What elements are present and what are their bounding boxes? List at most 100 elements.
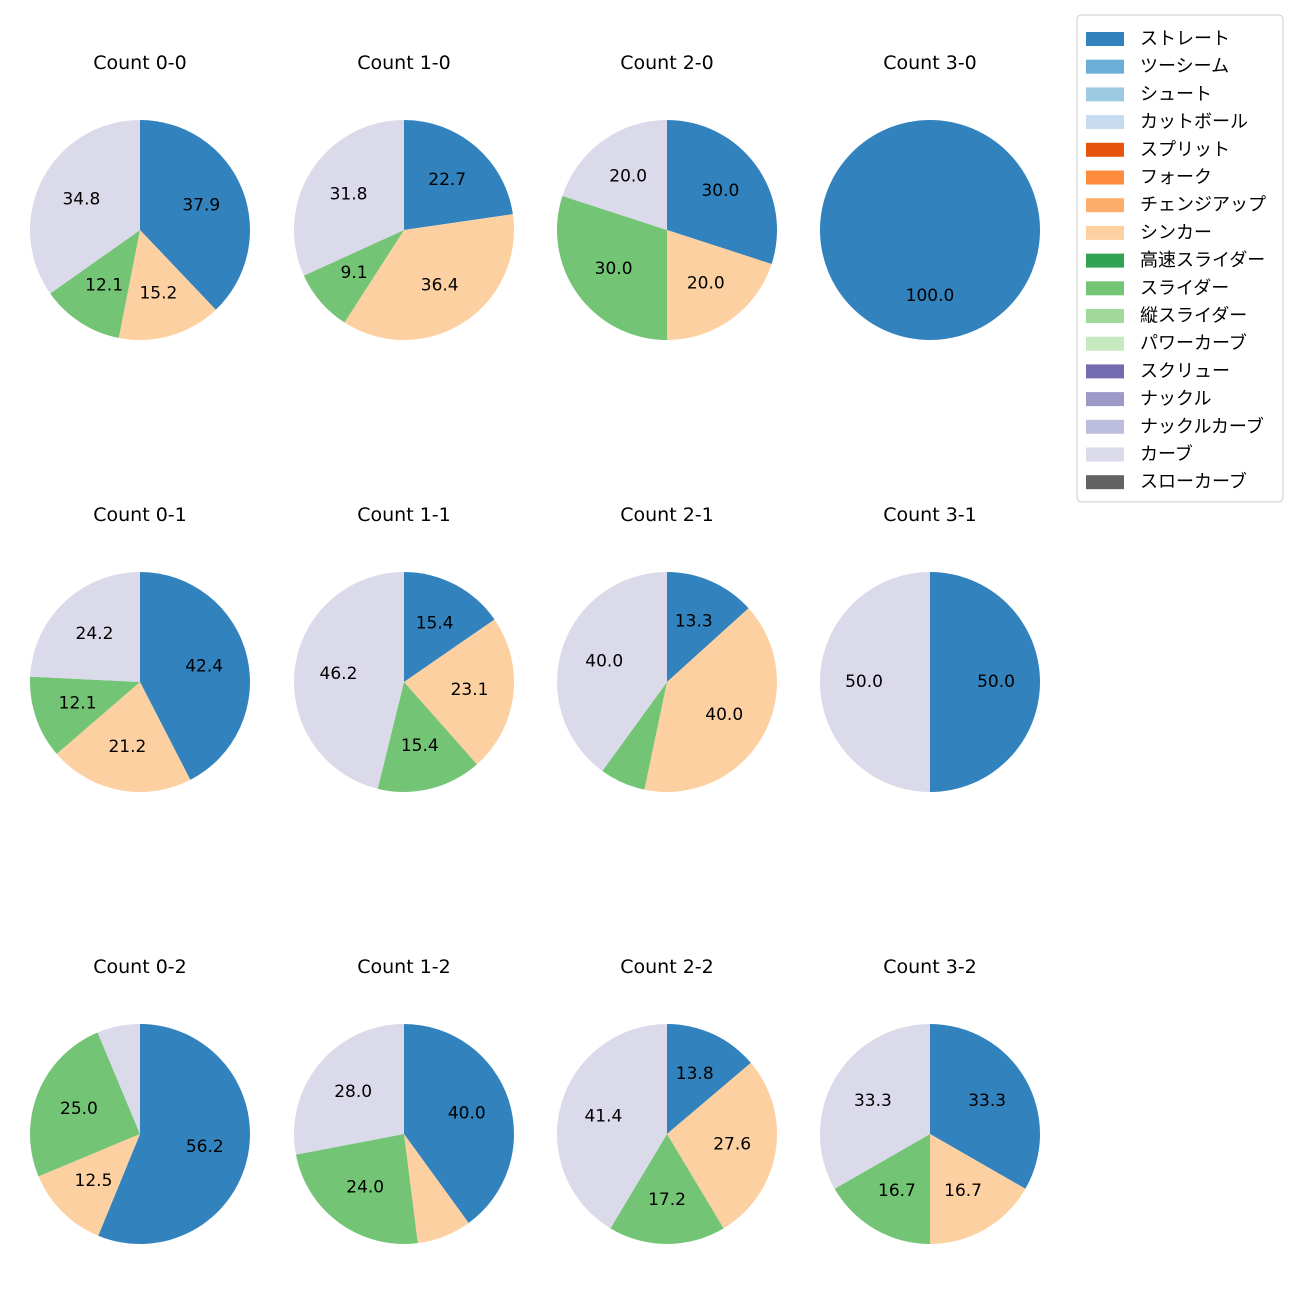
slice-value-label: 40.0 — [585, 652, 623, 672]
slice-value-label: 31.8 — [330, 184, 368, 204]
pie-slice-slider — [602, 682, 667, 790]
legend-label: スローカーブ — [1140, 471, 1247, 493]
legend-swatch — [1086, 59, 1124, 74]
legend-item: 高速スライダー — [1086, 250, 1265, 271]
slice-value-label: 40.0 — [448, 1104, 486, 1124]
pie-slice-sinker — [930, 1134, 1026, 1244]
pie-slice-straight — [667, 572, 749, 682]
pie-slice-curve — [819, 1023, 930, 1189]
legend-label: スプリット — [1140, 139, 1230, 160]
pie-chart: Count 0-1 42.4 21.2 12.1 24.2 — [29, 504, 250, 793]
pie-slice-sinker — [344, 214, 514, 340]
pie-slice-curve — [294, 120, 404, 276]
slice-value-label: 25.0 — [60, 1099, 98, 1119]
legend-item: チェンジアップ — [1086, 195, 1266, 216]
pie-chart: Count 3-2 33.3 16.7 16.7 33.3 — [819, 956, 1041, 1244]
pie-title: Count 1-2 — [357, 956, 451, 978]
legend-item: スクリュー — [1086, 361, 1230, 382]
pie-title: Count 3-2 — [883, 956, 977, 978]
pie-chart: Count 0-2 56.2 12.5 25.0 — [30, 956, 250, 1244]
legend-label: 高速スライダー — [1140, 250, 1265, 271]
pie-slice-straight — [404, 572, 495, 682]
legend-label: シンカー — [1140, 222, 1212, 243]
slice-value-label: 34.8 — [62, 190, 100, 210]
pie-slice-slider — [30, 1032, 141, 1177]
pie-chart: Count 2-2 13.8 27.6 17.2 41.4 — [556, 956, 778, 1245]
pie-slice-sinker — [667, 230, 772, 340]
pie-slice-sinker — [644, 608, 777, 792]
pie-slice-sinker — [38, 1134, 141, 1236]
pie-chart: Count 1-2 40.0 24.0 28.0 — [294, 956, 515, 1244]
pie-slice-slider — [29, 676, 140, 754]
legend-label: パワーカーブ — [1140, 332, 1247, 354]
legend-swatch — [1086, 392, 1124, 407]
pie-slice-sinker — [667, 1062, 778, 1229]
legend-swatch — [1086, 198, 1124, 213]
pie-title: Count 0-2 — [93, 956, 187, 978]
slice-value-label: 50.0 — [977, 672, 1015, 692]
legend-label: シュート — [1140, 84, 1212, 105]
slice-value-label: 22.7 — [428, 170, 466, 190]
pie-chart: Count 2-0 30.0 20.0 30.0 20.0 — [556, 52, 778, 340]
pie-slice-sinker — [404, 619, 515, 765]
legend-item: ツーシーム — [1086, 56, 1229, 77]
slice-value-label: 30.0 — [701, 181, 739, 201]
pie-chart: Count 2-1 13.3 40.0 40.0 — [556, 504, 777, 792]
legend-swatch — [1086, 336, 1124, 351]
legend-swatch — [1086, 253, 1124, 268]
legend-label: カットボール — [1140, 112, 1248, 133]
slice-value-label: 24.0 — [346, 1177, 384, 1197]
pie-slice-straight — [140, 572, 250, 780]
slice-value-label: 50.0 — [845, 672, 883, 692]
slice-value-label: 9.1 — [341, 263, 368, 283]
legend-item: ストレート — [1086, 29, 1230, 50]
legend-item: シュート — [1086, 84, 1212, 105]
pie-slice-slider — [556, 196, 667, 340]
pie-slice-straight — [404, 120, 513, 230]
legend-item: 縦スライダー — [1086, 306, 1247, 327]
slice-value-label: 21.2 — [108, 737, 146, 757]
legend-item: スローカーブ — [1086, 471, 1247, 493]
legend-item: フォーク — [1086, 167, 1212, 188]
pie-slice-slider — [50, 230, 141, 338]
legend-label: ナックルカーブ — [1140, 415, 1264, 437]
pie-slice-curve — [97, 1024, 140, 1134]
pie-slice-straight — [930, 1024, 1041, 1189]
legend-swatch — [1086, 87, 1124, 102]
legend-label: ストレート — [1140, 29, 1230, 50]
slice-value-label: 13.8 — [676, 1064, 714, 1084]
legend-item: パワーカーブ — [1086, 332, 1247, 354]
legend-swatch — [1086, 281, 1124, 296]
legend-frame — [1076, 14, 1284, 503]
pie-chart: Count 3-0 100.0 — [820, 52, 1040, 340]
legend-label: ナックル — [1140, 389, 1211, 410]
pie-slice-curve — [820, 572, 930, 792]
slice-value-label: 12.5 — [75, 1171, 113, 1191]
pie-title: Count 1-0 — [357, 52, 451, 74]
pie-slice-curve — [29, 120, 140, 294]
slice-value-label: 12.1 — [59, 694, 97, 714]
pie-title: Count 2-1 — [620, 504, 714, 526]
legend-label: チェンジアップ — [1140, 195, 1266, 216]
legend-item: スライダー — [1086, 278, 1229, 299]
slice-value-label: 36.4 — [421, 276, 459, 296]
slice-value-label: 24.2 — [76, 624, 114, 644]
slice-value-label: 23.1 — [451, 680, 489, 700]
slice-value-label: 30.0 — [595, 259, 633, 279]
pie-charts: Count 0-0 37.9 15.2 12.1 34.8 Count 1-0 22.7 36… — [29, 52, 1041, 1245]
pie-slice-slider — [610, 1134, 724, 1245]
pie-slice-straight — [930, 572, 1040, 792]
pie-title: Count 0-0 — [93, 52, 187, 74]
slice-value-label: 40.0 — [705, 705, 743, 725]
pie-slice-curve — [556, 572, 667, 771]
slice-value-label: 16.7 — [944, 1181, 982, 1201]
slice-value-label: 56.2 — [186, 1137, 224, 1157]
pie-slice-slider — [834, 1134, 930, 1244]
slice-value-label: 13.3 — [675, 612, 713, 632]
pie-slice-slider — [295, 1134, 418, 1244]
pie-chart: Count 3-1 50.0 50.0 — [820, 504, 1040, 792]
slice-value-label: 37.9 — [182, 196, 220, 216]
slice-value-label: 20.0 — [609, 167, 647, 187]
slice-value-label: 17.2 — [648, 1190, 686, 1210]
slice-value-label: 12.1 — [85, 275, 123, 295]
